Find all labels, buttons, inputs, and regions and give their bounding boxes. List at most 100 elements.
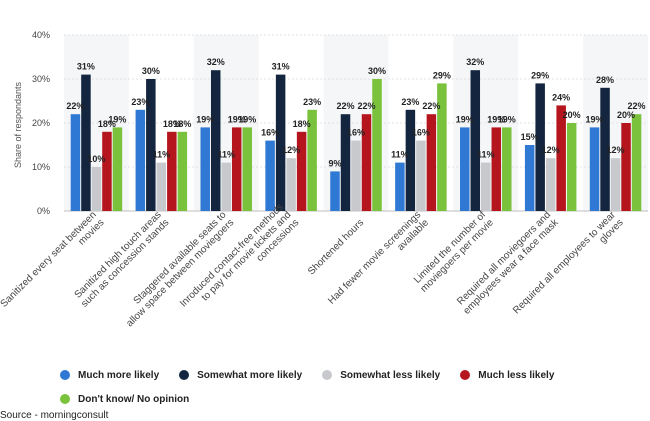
data-label: 32%	[466, 57, 484, 67]
legend-label: Much more likely	[78, 369, 160, 381]
bar	[437, 83, 447, 211]
data-label: 19%	[586, 114, 604, 124]
data-label: 32%	[207, 57, 225, 67]
data-label: 19%	[196, 114, 214, 124]
bar	[200, 127, 210, 211]
y-axis-label: Share of respondants	[13, 81, 23, 168]
legend-item-dont-know[interactable]: Don't know/ No opinion	[60, 394, 189, 405]
bar	[307, 109, 317, 211]
bar	[460, 127, 470, 211]
data-label: 11%	[391, 150, 409, 160]
data-label: 19%	[108, 114, 126, 124]
data-label: 30%	[368, 66, 386, 76]
data-label: 29%	[433, 70, 451, 80]
legend-marker-icon	[179, 370, 190, 380]
bar	[167, 131, 177, 211]
bar	[589, 127, 600, 211]
bar	[135, 109, 146, 211]
x-tick-label: Had fewer movie screeningsavailable	[326, 209, 431, 314]
data-label: 30%	[142, 66, 160, 76]
legend-label: Somewhat less likely	[340, 369, 441, 381]
bar	[81, 74, 91, 211]
bar	[286, 158, 296, 211]
bar	[231, 127, 242, 211]
data-label: 16%	[347, 128, 365, 138]
bar	[426, 114, 437, 211]
bar	[621, 123, 631, 211]
data-label: 23%	[131, 97, 149, 107]
legend-marker-icon	[460, 370, 471, 380]
data-label: 31%	[272, 62, 290, 72]
data-label: 19%	[456, 114, 474, 124]
data-label: 28%	[596, 75, 614, 85]
legend-item-somewhat-less-likely[interactable]: Somewhat less likely	[322, 370, 440, 381]
bar	[351, 140, 361, 211]
bar	[545, 158, 556, 211]
bar	[502, 127, 512, 211]
bar	[242, 127, 252, 211]
data-label: 18%	[98, 119, 116, 129]
y-tick-label: 40%	[32, 30, 50, 40]
legend-item-much-less-likely[interactable]: Much less likely	[460, 370, 554, 381]
data-label: 19%	[498, 114, 516, 124]
legend-marker-icon	[60, 370, 70, 380]
bar	[524, 145, 535, 211]
bar	[265, 140, 275, 211]
bar	[470, 70, 481, 211]
bar	[610, 158, 621, 211]
bars	[70, 70, 642, 211]
bar	[210, 70, 221, 211]
bar	[112, 127, 123, 211]
data-label: 24%	[552, 92, 570, 102]
data-label: 19%	[487, 114, 505, 124]
data-label: 22%	[336, 101, 354, 111]
data-label: 18%	[173, 119, 191, 129]
data-label: 11%	[477, 150, 495, 160]
data-label: 16%	[261, 128, 279, 138]
y-tick-label: 30%	[32, 74, 50, 84]
legend-item-somewhat-more-likely[interactable]: Somewhat more likely	[179, 370, 302, 381]
y-tick-label: 20%	[32, 118, 50, 128]
data-label: 12%	[282, 145, 300, 155]
data-label: 12%	[542, 145, 560, 155]
bar	[221, 162, 231, 211]
bar	[566, 123, 577, 211]
legend-label: Somewhat more likely	[197, 369, 303, 381]
bar	[556, 105, 566, 211]
bar	[296, 131, 307, 211]
data-labels: 22%31%10%18%19%23%30%11%18%18% 19%32%11%1…	[66, 57, 645, 168]
data-label: 15%	[521, 132, 539, 142]
data-label: 22%	[357, 101, 375, 111]
y-axis-ticks: 0% 10% 20% 30% 40%	[32, 30, 50, 216]
data-label: 29%	[531, 70, 549, 80]
bar	[275, 74, 286, 211]
data-label: 10%	[87, 154, 105, 164]
bar	[146, 79, 156, 211]
data-label: 16%	[412, 128, 430, 138]
legend-item-much-more-likely[interactable]: Much more likely	[60, 370, 159, 381]
source-note: Source - morningconsult	[0, 410, 109, 421]
legend-row-1: Much more likely Somewhat more likely So…	[60, 363, 620, 387]
bar	[340, 114, 351, 211]
data-label: 9%	[328, 158, 341, 168]
bar	[535, 83, 545, 211]
data-label: 22%	[66, 101, 84, 111]
bar	[102, 131, 112, 211]
data-label: 18%	[163, 119, 181, 129]
x-axis-ticks: Sanitized every seat betweenmoviesSaniti…	[0, 202, 626, 330]
bar	[330, 171, 340, 211]
bar	[156, 162, 167, 211]
bar	[416, 140, 426, 211]
data-label: 18%	[293, 119, 311, 129]
legend: Much more likely Somewhat more likely So…	[60, 363, 620, 411]
bar	[372, 79, 382, 211]
bar	[177, 131, 188, 211]
bar	[481, 162, 491, 211]
legend-marker-icon	[322, 370, 333, 380]
y-tick-label: 0%	[37, 206, 50, 216]
bar	[361, 114, 372, 211]
data-label: 22%	[628, 101, 646, 111]
data-label: 11%	[153, 150, 171, 160]
data-label: 23%	[303, 97, 321, 107]
bar	[405, 109, 416, 211]
